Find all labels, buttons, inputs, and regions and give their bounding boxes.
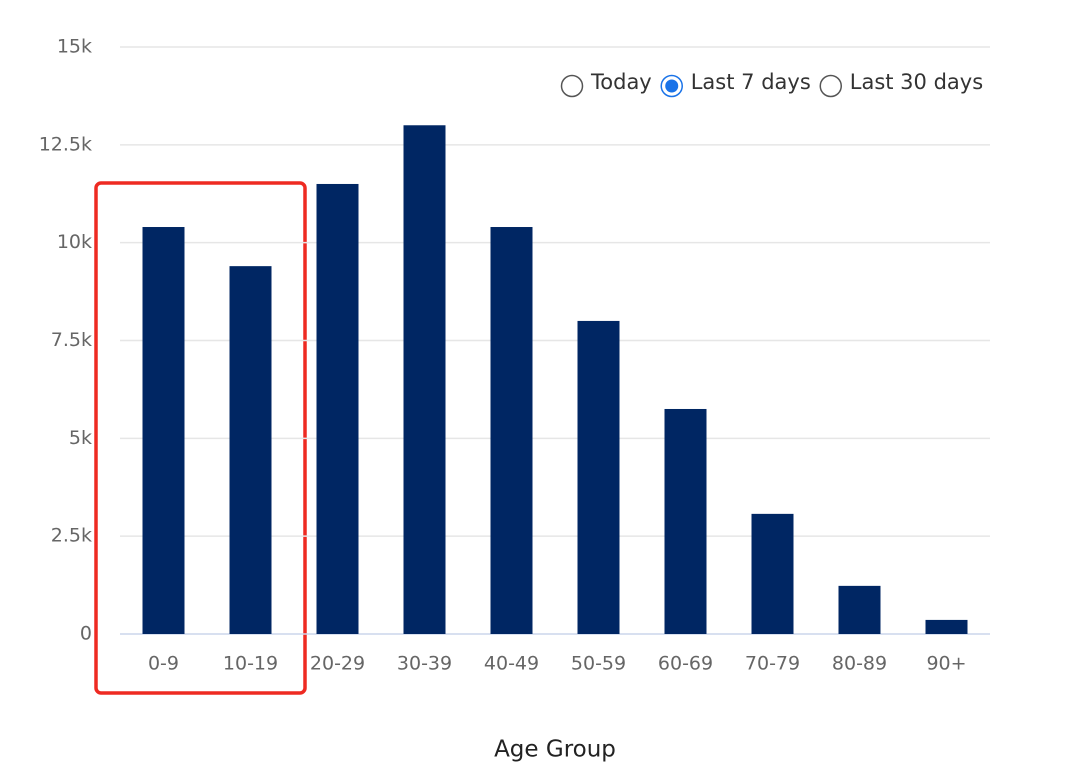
x-tick-label: 30-39 <box>397 653 452 675</box>
bar <box>490 227 533 634</box>
bar <box>925 619 968 634</box>
radio-label[interactable]: Last 30 days <box>850 70 983 94</box>
x-tick-label: 50-59 <box>571 653 626 675</box>
x-tick-label: 40-49 <box>484 653 539 675</box>
bar <box>142 227 185 634</box>
y-tick-label: 0 <box>80 623 92 645</box>
bar <box>229 266 272 634</box>
radio-button[interactable] <box>819 74 843 98</box>
radio-dot[interactable] <box>665 79 679 93</box>
radio-label[interactable]: Today <box>590 70 652 94</box>
x-tick-label: 60-69 <box>658 653 713 675</box>
x-tick-label: 10-19 <box>223 653 278 675</box>
x-tick-label: 0-9 <box>148 653 179 675</box>
y-tick-label: 15k <box>57 36 92 58</box>
bar <box>751 513 794 634</box>
bar <box>664 408 707 634</box>
bar <box>403 125 446 635</box>
x-tick-label: 70-79 <box>745 653 800 675</box>
radio-label[interactable]: Last 7 days <box>691 70 811 94</box>
bar <box>577 320 620 634</box>
x-tick-label: 90+ <box>926 653 966 675</box>
y-tick-label: 10k <box>57 231 92 253</box>
x-tick-label: 80-89 <box>832 653 887 675</box>
y-tick-label: 5k <box>69 427 92 449</box>
bar <box>316 183 359 634</box>
y-tick-label: 2.5k <box>51 525 92 547</box>
x-tick-label: 20-29 <box>310 653 365 675</box>
radio-button[interactable] <box>560 74 584 98</box>
bar <box>838 585 881 634</box>
y-tick-label: 7.5k <box>51 329 92 351</box>
x-axis-title: Age Group <box>494 737 616 763</box>
y-tick-label: 12.5k <box>39 133 92 155</box>
